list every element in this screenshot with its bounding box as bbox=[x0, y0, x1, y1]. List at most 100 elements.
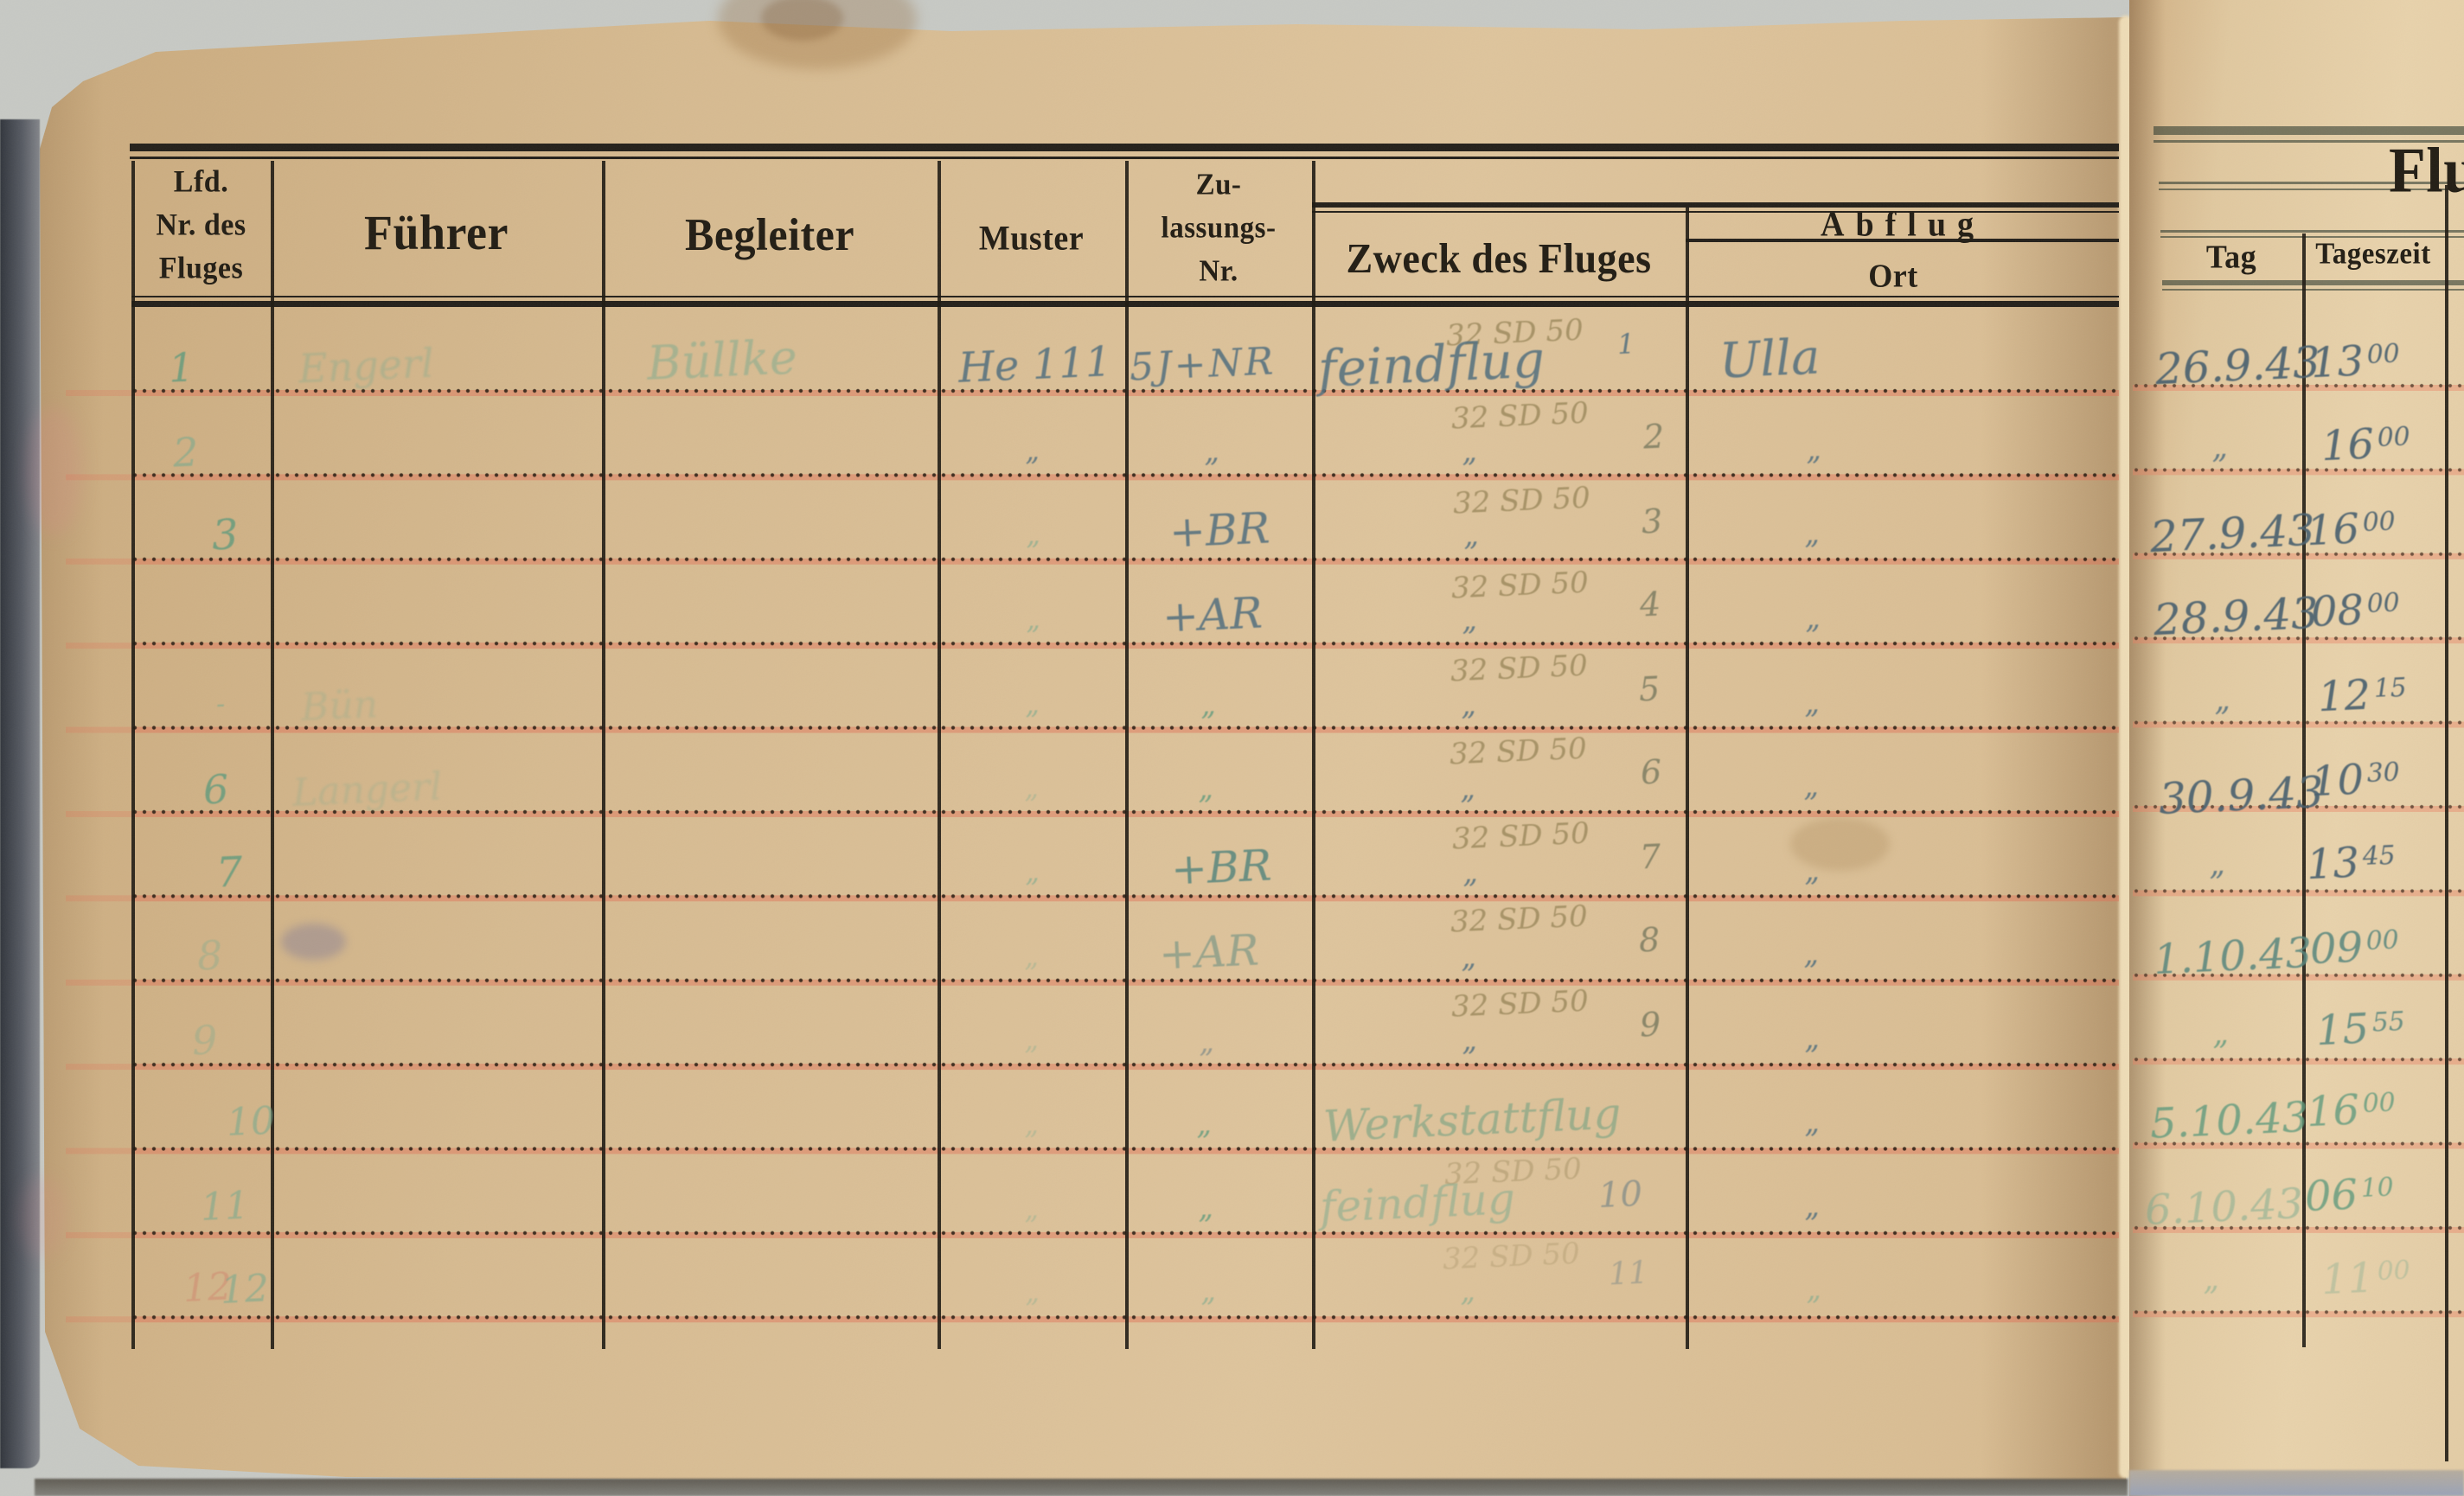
hw-time: 0800 bbox=[2309, 585, 2401, 637]
hw-ditto-purpose: „ bbox=[1459, 770, 1476, 807]
hw-flight-number: 2 bbox=[171, 428, 200, 476]
hw-ditto-muster: „ bbox=[1025, 602, 1041, 636]
hw-sortie-number: 9 bbox=[1639, 1005, 1662, 1045]
col-header-zulassung-line1: Zu- bbox=[1195, 168, 1242, 202]
hw-ditto-date: „ bbox=[2211, 1015, 2230, 1052]
hw-date: 1.10.43 bbox=[2152, 929, 2314, 984]
hw-time: 1100 bbox=[2320, 1253, 2411, 1305]
hw-flight-number: 10 bbox=[225, 1098, 277, 1146]
col-header-zulassung-line2: lassungs- bbox=[1161, 211, 1277, 246]
hw-unit-stamp: 32 SD 50 bbox=[1450, 983, 1590, 1025]
hw-pilot-name: Langerl bbox=[291, 764, 444, 815]
right-col-border bbox=[2445, 185, 2448, 1461]
col-header-begleiter: Begleiter bbox=[684, 208, 855, 260]
hw-ditto-place: „ bbox=[1802, 936, 1820, 972]
hw-ditto-place: „ bbox=[1803, 1104, 1821, 1141]
hw-ditto-muster: „ bbox=[1023, 1022, 1040, 1057]
hw-ditto-purpose: „ bbox=[1461, 1022, 1478, 1058]
hw-unit-stamp: 32 SD 50 bbox=[1449, 731, 1588, 772]
right-header-top-a bbox=[2160, 230, 2464, 233]
hw-date: 27.9.43 bbox=[2148, 504, 2317, 563]
col-divider-zweck-ort bbox=[1686, 208, 1689, 1349]
col-header-muster: Muster bbox=[978, 219, 1085, 259]
col-header-zweck: Zweck des Fluges bbox=[1346, 234, 1652, 282]
hw-time: 1345 bbox=[2305, 838, 2397, 890]
hw-sortie-number: 3 bbox=[1641, 502, 1664, 541]
hw-flight-number: - bbox=[215, 688, 226, 720]
col-header-lfd-line3: Fluges bbox=[158, 251, 244, 286]
hw-departure-place: Ulla bbox=[1718, 329, 1821, 390]
col-divider-lfd-fuehrer bbox=[271, 161, 274, 1349]
col-divider-muster-zulassung bbox=[1125, 161, 1129, 1349]
hw-ditto-purpose: „ bbox=[1460, 939, 1477, 975]
hw-ditto-purpose: „ bbox=[1459, 1273, 1476, 1309]
hw-ditto-place: „ bbox=[1803, 685, 1821, 721]
hw-registration: +AR bbox=[1161, 587, 1264, 643]
hw-registration: +BR bbox=[1168, 502, 1271, 558]
hw-ditto-place: „ bbox=[1805, 432, 1822, 468]
col-header-fuehrer: Führer bbox=[364, 205, 509, 260]
hw-registration: 5J+NR bbox=[1128, 339, 1277, 390]
hw-ditto-date: „ bbox=[2208, 846, 2226, 883]
hw-time: 1600 bbox=[2320, 419, 2411, 471]
hw-sortie-number: 7 bbox=[1639, 837, 1662, 877]
hw-registration: +BR bbox=[1169, 840, 1273, 895]
hw-date: 6.10.43 bbox=[2143, 1180, 2305, 1235]
col-divider-begleiter-muster bbox=[938, 161, 941, 1349]
hw-ditto-muster: „ bbox=[1024, 433, 1040, 468]
hw-flight-number: 9 bbox=[190, 1016, 219, 1064]
table-left-border bbox=[131, 161, 135, 1349]
hw-flight-number: 12 bbox=[219, 1266, 271, 1314]
hw-sortie-number: 11 bbox=[1608, 1256, 1649, 1293]
hw-ditto-purpose: „ bbox=[1460, 687, 1477, 723]
hw-flight-number: 1 bbox=[167, 343, 195, 392]
hw-unit-stamp: 32 SD 50 bbox=[1450, 648, 1589, 689]
hw-flight-number: 6 bbox=[202, 765, 230, 814]
hw-pilot-name: Bün bbox=[299, 682, 380, 730]
hw-time: 1600 bbox=[2305, 504, 2397, 556]
hw-ditto-place: „ bbox=[1803, 853, 1821, 889]
col-divider-zulassung-zweck bbox=[1312, 161, 1315, 1349]
hw-date: 26.9.43 bbox=[2154, 336, 2322, 395]
hw-unit-stamp: 32 SD 50 bbox=[1450, 395, 1590, 437]
hw-ditto-muster: „ bbox=[1025, 517, 1041, 552]
hw-sortie-number: 2 bbox=[1642, 417, 1666, 457]
hw-ditto-registration: „ bbox=[1200, 1273, 1217, 1309]
hw-date: 30.9.43 bbox=[2157, 766, 2326, 825]
hw-flight-number: 11 bbox=[199, 1183, 251, 1231]
hw-time: 1600 bbox=[2305, 1085, 2397, 1137]
hw-unit-stamp: 32 SD 50 bbox=[1452, 480, 1591, 521]
right-header-bottom-thin bbox=[2162, 289, 2464, 291]
hw-ditto-muster: „ bbox=[1024, 687, 1040, 721]
col-divider-fuehrer-begleiter bbox=[602, 161, 605, 1349]
hw-crew-name: Büllke bbox=[645, 329, 798, 391]
hw-flight-purpose: feindflug bbox=[1318, 1173, 1517, 1232]
hw-time: 0610 bbox=[2303, 1170, 2395, 1222]
hw-aircraft-type: He 111 bbox=[957, 337, 1113, 393]
hw-sortie-number: 6 bbox=[1640, 752, 1663, 792]
col-header-zulassung-line3: Nr. bbox=[1199, 254, 1238, 289]
hw-time: 1215 bbox=[2316, 670, 2408, 722]
hw-sortie-number: 10 bbox=[1597, 1173, 1643, 1217]
col-header-abflug: Abflug bbox=[1821, 205, 1985, 245]
hw-ditto-place: „ bbox=[1803, 1188, 1821, 1224]
hw-pilot-name: Engerl bbox=[297, 339, 435, 393]
hw-sortie-number: 1 bbox=[1616, 327, 1636, 361]
hw-unit-stamp: 32 SD 50 bbox=[1451, 815, 1590, 857]
hw-ditto-place: „ bbox=[1803, 1020, 1821, 1057]
hw-sortie-number: 5 bbox=[1638, 669, 1661, 709]
right-page-title-flug: Flug bbox=[2389, 135, 2464, 207]
hw-ditto-place: „ bbox=[1802, 768, 1820, 804]
hw-ditto-purpose: „ bbox=[1462, 854, 1479, 891]
hw-ditto-date: „ bbox=[2202, 1261, 2220, 1298]
hw-ditto-registration: „ bbox=[1197, 770, 1214, 807]
hw-ditto-purpose: „ bbox=[1462, 517, 1480, 553]
col-header-lfd-line2: Nr. des bbox=[156, 208, 246, 243]
hw-ditto-muster: „ bbox=[1023, 1107, 1040, 1141]
hw-ditto-purpose: „ bbox=[1461, 433, 1478, 470]
col-header-tag: Tag bbox=[2205, 238, 2257, 276]
hw-ditto-muster: „ bbox=[1024, 1275, 1040, 1309]
hw-date: 28.9.43 bbox=[2152, 587, 2320, 646]
hw-ditto-place: „ bbox=[1803, 515, 1821, 552]
hw-ditto-registration: „ bbox=[1203, 433, 1220, 470]
